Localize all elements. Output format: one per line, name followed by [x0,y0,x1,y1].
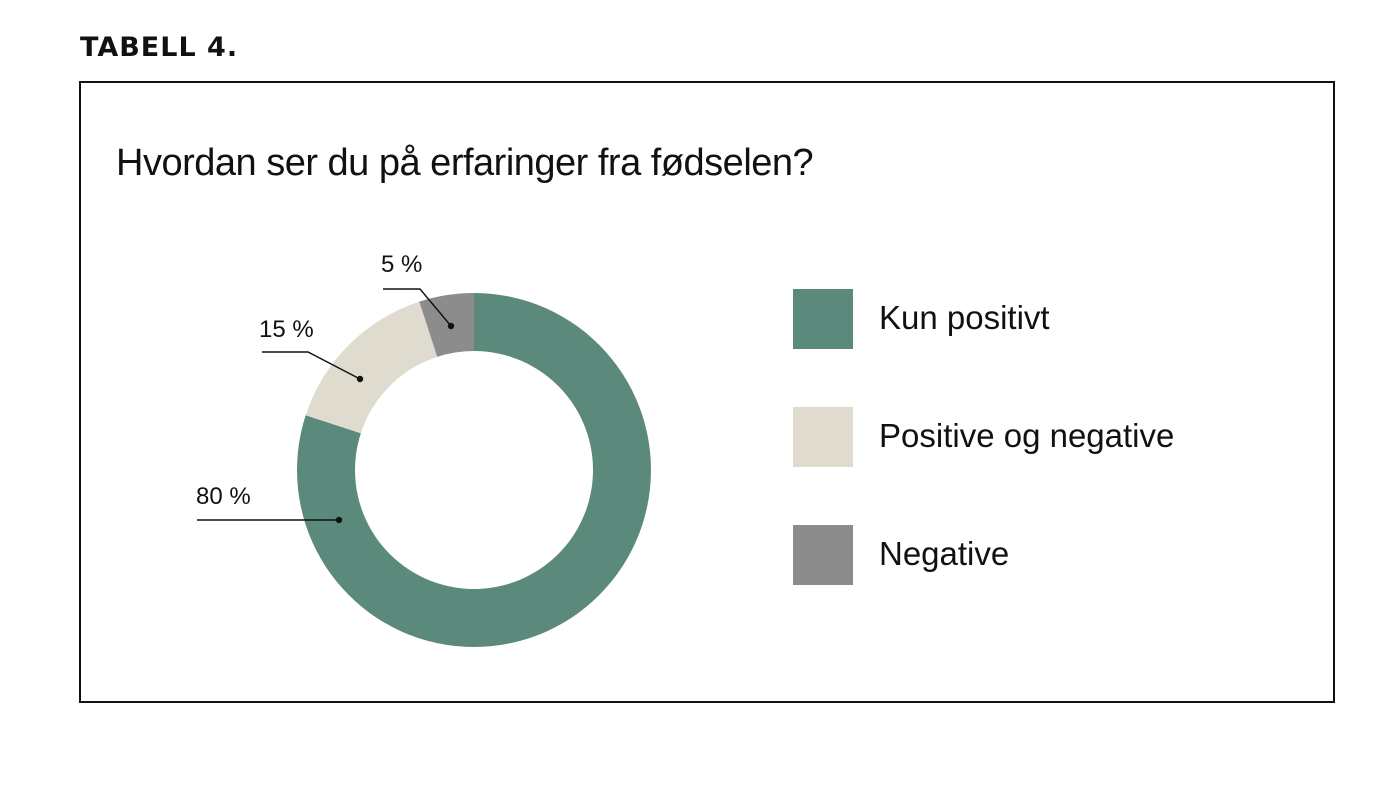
legend-swatch-negative [793,525,853,585]
legend-item-negative: Negative [793,525,1273,585]
leader-line-negative [383,288,452,327]
leader-line-positive-og-negative [262,351,361,380]
leader-dot-positive-og-negative [356,375,364,383]
legend: Kun positivt Positive og negative Negati… [793,0,1293,786]
leader-dot-negative [447,322,455,330]
data-label-negative: 5 % [381,251,422,278]
legend-label-kun-positivt: Kun positivt [879,299,1050,336]
data-label-kun-positivt: 80 % [196,483,251,510]
legend-item-kun-positivt: Kun positivt [793,289,1273,349]
table-label: TABELL 4. [80,32,239,63]
chart-frame [79,81,1335,703]
legend-label-negative: Negative [879,535,1010,572]
leader-dot-kun-positivt [335,516,343,524]
legend-item-positive-og-negative: Positive og negative [793,407,1273,467]
legend-swatch-kun-positivt [793,289,853,349]
legend-swatch-positive-og-negative [793,407,853,467]
chart-title: Hvordan ser du på erfaringer fra fødsele… [116,142,814,184]
data-label-positive-og-negative: 15 % [259,316,314,343]
donut-slice-positive-og-negative [305,301,438,434]
donut-slice-negative [419,293,474,357]
legend-label-positive-og-negative: Positive og negative [879,417,1175,454]
donut-slice-kun-positivt [297,293,651,648]
